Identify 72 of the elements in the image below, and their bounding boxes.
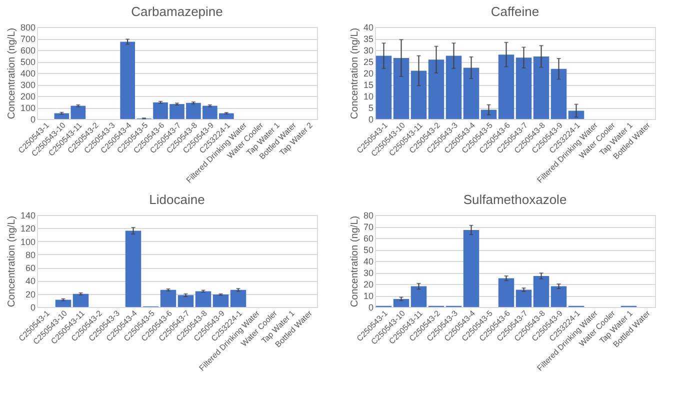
y-tick-label: 10 xyxy=(363,92,374,102)
y-tick-label: 500 xyxy=(20,57,36,67)
bar xyxy=(72,294,89,307)
y-tick-label: 20 xyxy=(363,68,374,78)
y-tick-label: 60 xyxy=(363,234,374,244)
y-tick-label: 50 xyxy=(363,245,374,255)
bar xyxy=(212,294,229,307)
y-tick-label: 40 xyxy=(363,256,374,266)
y-tick-label: 40 xyxy=(363,22,374,32)
y-axis-title: Concentration (ng/L) xyxy=(349,216,360,308)
bar xyxy=(230,290,246,307)
y-tick-label: 5 xyxy=(368,103,374,113)
chart-title: Sulfamethoxazole xyxy=(463,192,567,207)
bar xyxy=(410,286,427,307)
y-tick-label: 10 xyxy=(363,291,374,301)
y-axis-title: Concentration (ng/L) xyxy=(349,28,360,120)
y-tick-label: 0 xyxy=(368,114,374,124)
y-axis-title: Concentration (ng/L) xyxy=(6,216,18,308)
bar xyxy=(125,230,142,307)
bar xyxy=(516,290,532,307)
y-tick-label: 25 xyxy=(363,57,374,67)
y-tick-label: 30 xyxy=(363,46,374,56)
y-tick-label: 80 xyxy=(25,250,36,260)
bar xyxy=(376,56,392,119)
y-tick-label: 700 xyxy=(20,34,36,44)
chart-title: Carbamazepine xyxy=(131,4,223,19)
y-tick-label: 140 xyxy=(20,210,36,220)
bar xyxy=(393,58,410,119)
y-tick-label: 35 xyxy=(363,34,374,44)
bar xyxy=(463,230,480,307)
y-tick-label: 30 xyxy=(363,268,374,278)
bar xyxy=(160,290,176,307)
y-tick-label: 70 xyxy=(363,222,374,232)
bar xyxy=(446,56,462,119)
chart-title: Caffeine xyxy=(490,4,540,19)
bar xyxy=(498,278,514,307)
bar xyxy=(195,291,212,307)
bar xyxy=(568,110,584,119)
bar xyxy=(55,300,72,307)
y-tick-label: 200 xyxy=(20,92,36,102)
y-tick-label: 0 xyxy=(368,302,374,312)
y-tick-label: 100 xyxy=(20,103,36,113)
bar xyxy=(54,113,70,119)
bar xyxy=(410,70,427,119)
bar xyxy=(70,106,86,119)
y-axis-title: Concentration (ng/L) xyxy=(6,28,18,120)
y-tick-label: 40 xyxy=(25,276,36,286)
y-tick-label: 0 xyxy=(30,302,36,312)
y-tick-label: 20 xyxy=(363,280,374,290)
y-tick-label: 600 xyxy=(20,46,36,56)
y-tick-label: 80 xyxy=(363,210,374,220)
bar xyxy=(550,68,567,119)
bar xyxy=(533,276,550,307)
y-tick-label: 0 xyxy=(30,114,36,124)
chart-title: Lidocaine xyxy=(149,192,205,207)
y-tick-label: 800 xyxy=(20,22,36,32)
y-tick-label: 300 xyxy=(20,80,36,90)
bar xyxy=(178,295,194,307)
y-tick-label: 15 xyxy=(363,80,374,90)
y-tick-label: 400 xyxy=(20,68,36,78)
bar xyxy=(428,60,444,119)
bar xyxy=(516,58,532,119)
bar xyxy=(393,298,410,307)
y-tick-label: 120 xyxy=(20,224,36,234)
y-tick-label: 100 xyxy=(20,236,36,247)
bar xyxy=(550,286,567,307)
y-tick-label: 20 xyxy=(25,289,36,300)
bar xyxy=(498,54,514,119)
bar xyxy=(463,68,480,119)
bar xyxy=(533,56,550,119)
y-tick-label: 60 xyxy=(25,263,36,274)
bar xyxy=(480,110,497,119)
